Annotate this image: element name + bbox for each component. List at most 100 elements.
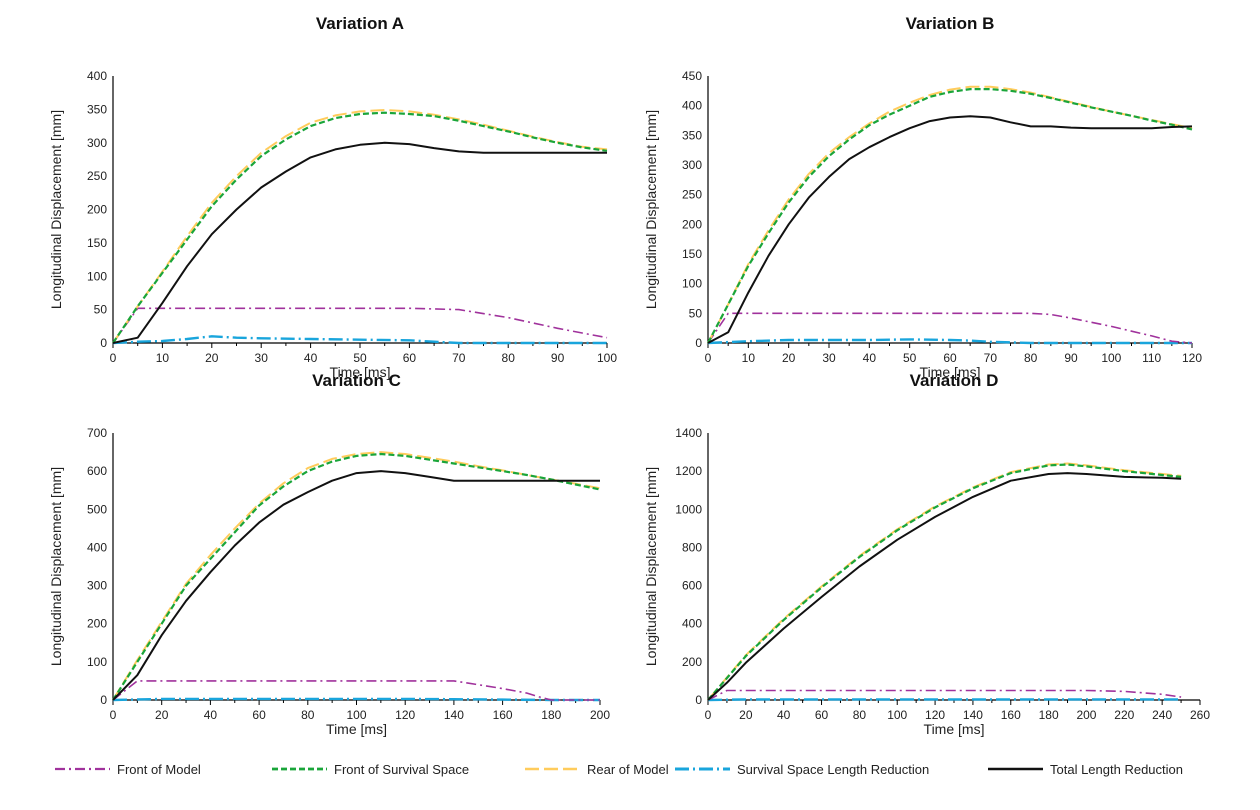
chart-3-x-tick-label: 40 <box>204 708 218 722</box>
chart-4-y-tick-label: 0 <box>695 693 702 707</box>
chart-1-x-tick-label: 40 <box>304 351 318 365</box>
chart-1-x-axis-label: Time [ms] <box>330 364 391 380</box>
legend-label-front-of-survival-space: Front of Survival Space <box>334 762 469 777</box>
chart-4-x-axis-label: Time [ms] <box>924 721 985 737</box>
chart-2-x-tick-label: 90 <box>1064 351 1078 365</box>
chart-3-y-tick-label: 500 <box>87 502 107 516</box>
chart-3-x-axis-label: Time [ms] <box>326 721 387 737</box>
chart-4-x-tick-label: 200 <box>1076 708 1096 722</box>
chart-1-x-tick-label: 30 <box>255 351 269 365</box>
chart-3-x-tick-label: 160 <box>493 708 513 722</box>
chart-4-x-tick-label: 260 <box>1190 708 1210 722</box>
chart-4-x-tick-label: 120 <box>925 708 945 722</box>
chart-3-title: Variation C <box>312 371 401 390</box>
chart-2-y-tick-label: 350 <box>682 128 702 142</box>
chart-2-title: Variation B <box>906 14 995 33</box>
chart-2-series-front-of-survival-space <box>707 87 1193 344</box>
chart-4-series-front-of-model <box>707 689 1182 701</box>
legend-label-survival-space-length-reduction: Survival Space Length Reduction <box>737 762 929 777</box>
chart-4-series-total-length-reduction <box>707 472 1182 701</box>
chart-4-y-axis-label: Longitudinal Displacement [mm] <box>643 467 659 666</box>
chart-1-x-tick-label: 0 <box>110 351 117 365</box>
chart-1-y-tick-label: 150 <box>87 236 107 250</box>
chart-1-x-tick-label: 60 <box>403 351 417 365</box>
chart-4-y-tick-label: 400 <box>682 617 702 631</box>
chart-3-y-tick-label: 300 <box>87 579 107 593</box>
chart-1-x-tick-label: 100 <box>597 351 617 365</box>
chart-4-y-tick-label: 1000 <box>675 502 702 516</box>
chart-2-x-tick-label: 50 <box>903 351 917 365</box>
chart-4-y-tick-label: 200 <box>682 655 702 669</box>
chart-1-y-tick-label: 100 <box>87 269 107 283</box>
chart-4-series-front-of-survival-space <box>707 463 1182 701</box>
chart-1-y-tick-label: 200 <box>87 203 107 217</box>
chart-2-series-rear-of-model <box>707 85 1193 344</box>
chart-2-x-tick-label: 30 <box>822 351 836 365</box>
chart-2-x-tick-label: 100 <box>1101 351 1121 365</box>
chart-4: Variation D 0 200 400 600 800 1000 1200 1400 0 20 4… <box>643 371 1210 737</box>
chart-1-series-front-of-survival-space <box>112 111 608 344</box>
chart-4-x-tick-label: 0 <box>705 708 712 722</box>
chart-3-x-tick-label: 200 <box>590 708 610 722</box>
chart-1-y-tick-label: 250 <box>87 169 107 183</box>
chart-4-x-tick-label: 220 <box>1114 708 1134 722</box>
chart-2-y-tick-label: 50 <box>689 306 703 320</box>
chart-3-y-tick-label: 200 <box>87 617 107 631</box>
chart-3-series-front-of-survival-space <box>112 452 601 701</box>
chart-4-x-tick-label: 140 <box>963 708 983 722</box>
chart-1-y-tick-label: 300 <box>87 136 107 150</box>
chart-3-y-axis-label: Longitudinal Displacement [mm] <box>48 467 64 666</box>
chart-2-y-tick-label: 450 <box>682 69 702 83</box>
chart-3-x-tick-label: 100 <box>346 708 366 722</box>
chart-3-x-tick-label: 20 <box>155 708 169 722</box>
chart-1-y-tick-label: 400 <box>87 69 107 83</box>
chart-3-x-tick-label: 180 <box>541 708 561 722</box>
chart-3-y-tick-label: 100 <box>87 655 107 669</box>
chart-1: Variation A 0 50 100 150 200 250 300 350 400 0 10 20… <box>48 14 617 380</box>
chart-1-y-axis-label: Longitudinal Displacement [mm] <box>48 110 64 309</box>
chart-2-y-tick-label: 250 <box>682 188 702 202</box>
chart-1-series-total-length-reduction <box>112 141 607 344</box>
chart-2-x-tick-label: 40 <box>863 351 877 365</box>
chart-4-x-tick-label: 100 <box>887 708 907 722</box>
chart-3-x-tick-label: 120 <box>395 708 415 722</box>
chart-4-y-tick-label: 800 <box>682 540 702 554</box>
chart-2-y-tick-label: 300 <box>682 158 702 172</box>
chart-1-x-tick-label: 90 <box>551 351 565 365</box>
chart-3-x-tick-label: 80 <box>301 708 315 722</box>
chart-4-y-tick-label: 600 <box>682 579 702 593</box>
chart-1-title: Variation A <box>316 14 404 33</box>
chart-4-x-tick-label: 20 <box>739 708 753 722</box>
chart-4-series-rear-of-model <box>707 462 1182 701</box>
chart-2-y-tick-label: 200 <box>682 217 702 231</box>
chart-4-x-tick-label: 160 <box>1001 708 1021 722</box>
chart-2-y-tick-label: 150 <box>682 247 702 261</box>
chart-2-x-axis-label: Time [ms] <box>920 364 981 380</box>
chart-4-x-tick-label: 60 <box>815 708 829 722</box>
chart-4-x-tick-label: 40 <box>777 708 791 722</box>
chart-2-x-tick-label: 0 <box>705 351 712 365</box>
chart-3-series-front-of-model <box>112 680 600 701</box>
legend: Front of Model Front of Survival Space Rea… <box>55 762 1183 777</box>
chart-3-series-rear-of-model <box>112 451 601 701</box>
chart-4-x-tick-label: 80 <box>853 708 867 722</box>
chart-4-x-tick-label: 180 <box>1039 708 1059 722</box>
legend-label-front-of-model: Front of Model <box>117 762 201 777</box>
chart-2-x-tick-label: 80 <box>1024 351 1038 365</box>
chart-3-series-survival-space-length-reduction <box>112 697 600 702</box>
chart-2: Variation B 0 50 100 150 200 250 300 350 400 450 0 1… <box>643 14 1202 380</box>
chart-2-x-tick-label: 20 <box>782 351 796 365</box>
chart-4-series-survival-space-length-reduction <box>707 698 1182 702</box>
legend-label-rear-of-model: Rear of Model <box>587 762 669 777</box>
chart-2-series-survival-space-length-reduction <box>707 338 1192 345</box>
chart-2-x-tick-label: 120 <box>1182 351 1202 365</box>
chart-3: Variation C 0 100 200 300 400 500 600 700 0 20 40 60… <box>48 371 610 737</box>
chart-1-x-tick-label: 10 <box>156 351 170 365</box>
chart-3-y-tick-label: 600 <box>87 464 107 478</box>
chart-1-y-tick-label: 50 <box>94 303 108 317</box>
chart-1-x-tick-label: 20 <box>205 351 219 365</box>
chart-2-y-axis-label: Longitudinal Displacement [mm] <box>643 110 659 309</box>
chart-2-y-tick-label: 400 <box>682 99 702 113</box>
chart-3-x-tick-label: 60 <box>252 708 266 722</box>
chart-1-series-survival-space-length-reduction <box>112 335 607 345</box>
